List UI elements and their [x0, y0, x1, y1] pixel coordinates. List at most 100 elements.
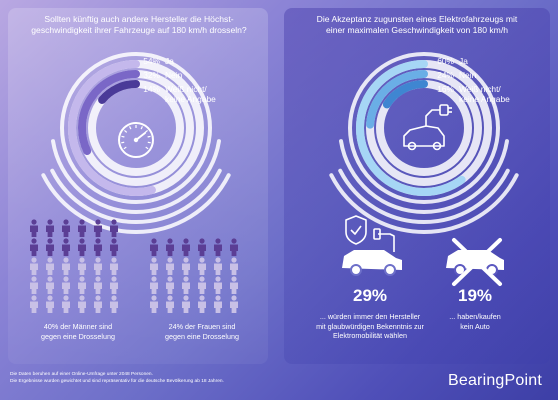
person-head [215, 257, 221, 263]
person-head [215, 238, 221, 244]
woman-pictogram [214, 276, 222, 294]
legend-row-ja: 60% Ja [432, 56, 529, 66]
man-pictogram [110, 219, 118, 237]
person-head [111, 276, 117, 282]
plug [439, 104, 449, 116]
person-head [151, 295, 157, 301]
woman-pictogram [230, 238, 238, 256]
person-body [166, 263, 174, 275]
person-head [31, 295, 37, 301]
ring-value-weiß-nicht [98, 80, 140, 104]
woman-pictogram [166, 257, 174, 275]
person-body [30, 225, 38, 237]
woman-pictogram [198, 295, 206, 313]
woman-pictogram [150, 276, 158, 294]
man-pictogram [62, 238, 70, 256]
guide-ring [60, 52, 212, 204]
person-body [214, 301, 222, 313]
person-head [215, 276, 221, 282]
woman-pictogram [166, 295, 174, 313]
cable [378, 233, 395, 252]
person-head [31, 238, 37, 244]
person-head [79, 219, 85, 225]
woman-pictogram [214, 257, 222, 275]
person-head [111, 295, 117, 301]
ev-caption: ... würden immer den Hersteller mit glau… [316, 312, 424, 340]
speedometer-tick [121, 141, 125, 144]
person-body [182, 244, 190, 256]
person-body [78, 225, 86, 237]
person-head [47, 276, 53, 282]
person-head [95, 295, 101, 301]
person-head [63, 257, 69, 263]
person-body [78, 282, 86, 294]
person-body [62, 263, 70, 275]
person-head [151, 257, 157, 263]
person-body [30, 263, 38, 275]
speedometer-hub [133, 137, 139, 143]
car-wheel [407, 141, 417, 151]
person-body [62, 301, 70, 313]
person-head [167, 238, 173, 244]
man-pictogram [94, 295, 102, 313]
person-body [30, 282, 38, 294]
person-head [95, 276, 101, 282]
person-body [150, 282, 158, 294]
person-head [63, 295, 69, 301]
guide-arc [338, 168, 510, 224]
guide-arc [41, 173, 231, 234]
man-pictogram [30, 257, 38, 275]
person-head [167, 295, 173, 301]
woman-pictogram [198, 276, 206, 294]
person-body [150, 244, 158, 256]
woman-pictogram [214, 238, 222, 256]
left-legend: 54% Ja 32% Nein 14% Weiß nicht/ keine An… [138, 56, 235, 104]
person-head [231, 276, 237, 282]
person-body [110, 225, 118, 237]
legend-row-ja: 54% Ja [138, 56, 235, 66]
person-body [78, 244, 86, 256]
person-head [199, 276, 205, 282]
right-chart-title: Die Akzeptanz zugunsten eines Elektrofah… [316, 14, 518, 35]
person-head [95, 219, 101, 225]
speedometer-tick [124, 129, 128, 133]
person-body [46, 225, 54, 237]
woman-pictogram [198, 238, 206, 256]
person-body [46, 244, 54, 256]
person-body [62, 225, 70, 237]
speedometer-tick [121, 135, 125, 138]
car-wheel [384, 264, 396, 276]
person-head [167, 276, 173, 282]
legend-value: 16% [437, 84, 454, 94]
person-body [46, 301, 54, 313]
legend-row-weiss-nicht: 14% Weiß nicht/ keine Angabe [138, 84, 235, 104]
footnote: Die Daten beruhen auf einer Online-Umfra… [10, 372, 224, 384]
man-pictogram [94, 276, 102, 294]
legend-label: Weiß nicht/ keine Angabe [165, 84, 216, 104]
man-pictogram [46, 238, 54, 256]
speedometer-tick [123, 146, 127, 150]
legend-label: Nein [165, 70, 183, 80]
person-body [214, 282, 222, 294]
ring-value-weiß-nicht [382, 80, 428, 109]
car-wheel [432, 141, 442, 151]
person-body [78, 301, 86, 313]
person-body [230, 301, 238, 313]
car-body [403, 125, 445, 147]
person-body [166, 244, 174, 256]
person-head [215, 295, 221, 301]
man-pictogram [94, 257, 102, 275]
car-wheel [454, 264, 466, 276]
person-head [79, 295, 85, 301]
person-head [199, 257, 205, 263]
no-car-percent: 19% [457, 286, 493, 305]
man-pictogram [46, 295, 54, 313]
ring-value-nein [78, 70, 140, 155]
man-pictogram [46, 219, 54, 237]
person-head [111, 238, 117, 244]
person-head [95, 257, 101, 263]
man-pictogram [94, 238, 102, 256]
man-pictogram [62, 219, 70, 237]
man-pictogram [30, 219, 38, 237]
legend-label: Ja [165, 56, 174, 66]
